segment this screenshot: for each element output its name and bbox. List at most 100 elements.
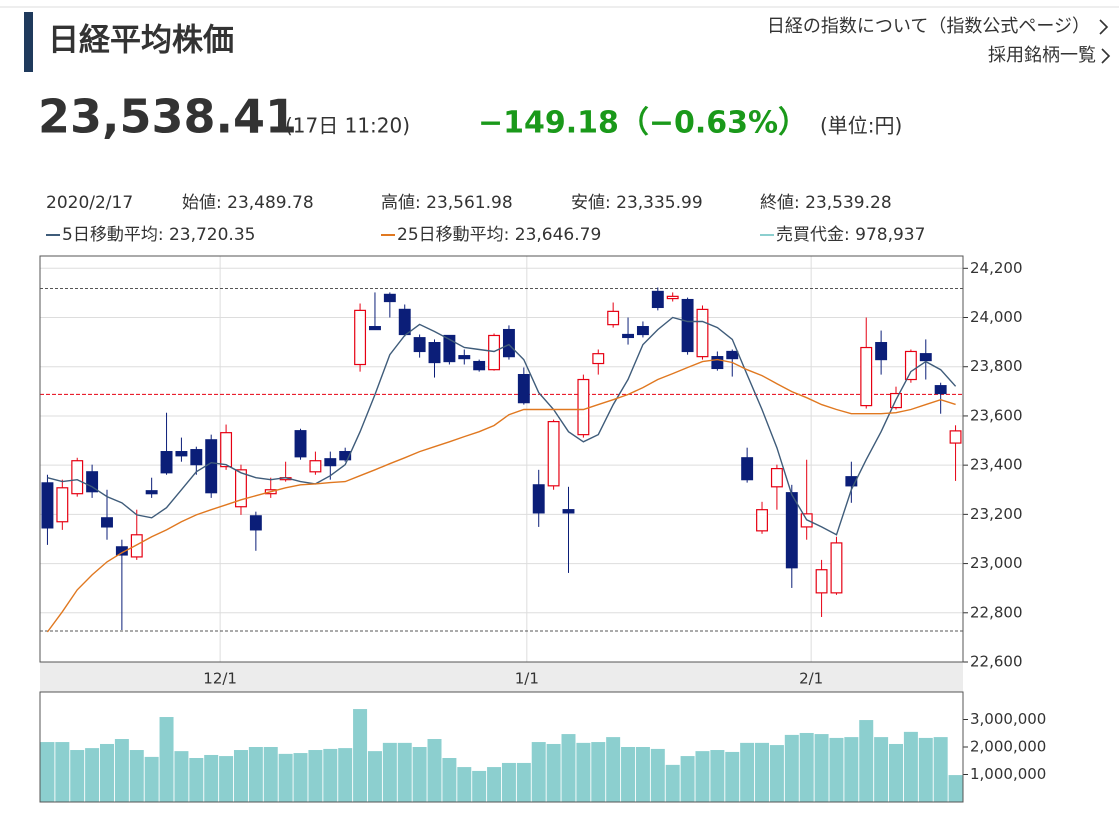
volume-bar <box>219 756 234 802</box>
candle-body <box>904 350 917 381</box>
candle-body <box>324 458 337 467</box>
x-tick-label: 12/1 <box>203 670 237 688</box>
candle-body <box>56 487 69 523</box>
volume-bar <box>606 737 621 802</box>
candle-body <box>919 353 932 362</box>
y-tick-label: 23,400 <box>970 456 1023 474</box>
price-change: −149.18（−0.63%） <box>478 106 808 141</box>
candle-body <box>294 430 307 458</box>
candle-body <box>577 378 590 436</box>
volume-bar <box>665 764 680 802</box>
volume-bar <box>189 758 204 802</box>
x-tick-label: 2/1 <box>799 670 823 688</box>
x-tick-label: 1/1 <box>515 670 539 688</box>
candle-body <box>443 334 456 363</box>
volume-bar <box>457 767 472 802</box>
y-tick-label: 3,000,000 <box>970 710 1046 728</box>
y-tick-label: 2,000,000 <box>970 738 1046 756</box>
volume-bar <box>204 754 219 802</box>
candle-body <box>309 460 322 473</box>
y-tick-label: 23,000 <box>970 554 1023 572</box>
candle-body <box>458 355 471 360</box>
candle-body <box>934 385 947 395</box>
page-title: 日経平均株価 <box>48 23 234 59</box>
volume-bar <box>531 742 546 802</box>
volume-bar <box>412 747 427 802</box>
volume-bar <box>799 732 814 802</box>
candle-body <box>354 309 367 366</box>
volume-bar <box>740 742 755 802</box>
y-tick-label: 23,600 <box>970 406 1023 424</box>
candle-body <box>770 467 783 488</box>
volume-bar <box>829 737 844 802</box>
volume-bar <box>248 747 263 802</box>
info-date: 2020/2/17 <box>46 193 133 213</box>
candle-body <box>726 350 739 360</box>
volume-bar <box>487 767 502 802</box>
panel-frame <box>39 255 964 663</box>
volume-bar <box>621 747 636 802</box>
candle-body <box>622 333 634 339</box>
volume-bar <box>889 743 904 802</box>
candle-body <box>547 420 560 487</box>
volume-bar <box>159 717 174 802</box>
chevron <box>1101 48 1111 64</box>
y-tick-label: 22,800 <box>970 603 1023 621</box>
candle-body <box>681 298 694 353</box>
y-tick-label: 23,800 <box>970 357 1023 375</box>
volume-bar <box>591 742 606 802</box>
volume-bar <box>308 750 323 802</box>
volume-bar <box>40 742 55 802</box>
candle-body <box>71 460 84 495</box>
link[interactable]: 日経の指数について（指数公式ページ） <box>767 16 1090 37</box>
y-tick-label: 23,200 <box>970 505 1023 523</box>
candle-body <box>666 295 679 300</box>
candle-body <box>815 569 828 594</box>
volume-bar <box>755 742 770 802</box>
y-tick-label: 22,600 <box>970 653 1023 671</box>
candle-body <box>711 356 724 370</box>
info-high: 高値: 23,561.98 <box>381 193 513 213</box>
candle-body <box>101 517 113 528</box>
y-tick-label: 24,200 <box>970 259 1023 277</box>
candle-body <box>607 310 620 326</box>
candle-body <box>86 471 99 493</box>
candle-body <box>398 308 411 336</box>
candle-body <box>130 534 143 558</box>
candle-body <box>249 515 262 531</box>
candle-body <box>369 326 381 331</box>
volume-bar <box>561 734 576 802</box>
candle-body <box>190 449 203 466</box>
candle-body <box>636 326 649 336</box>
volume-bar <box>948 775 963 802</box>
volume-bar <box>144 756 159 802</box>
volume-bar <box>55 742 70 802</box>
volume-bar <box>442 758 457 802</box>
candle-body <box>413 337 426 353</box>
legend-ma25: 25日移動平均: 23,646.79 <box>397 225 601 245</box>
volume-bar <box>859 720 874 802</box>
candle-body <box>175 451 188 457</box>
info-open: 始値: 23,489.78 <box>182 193 314 213</box>
candle-body <box>651 290 664 309</box>
volume-bar <box>367 751 382 802</box>
candle-body <box>517 374 530 404</box>
volume-bar <box>576 742 591 802</box>
candle-body <box>592 353 605 365</box>
price: 23,538.41 <box>38 90 297 144</box>
panel-frame <box>39 691 964 803</box>
volume-bar <box>70 750 85 802</box>
volume-bar <box>129 750 144 802</box>
info-low: 安値: 23,335.99 <box>571 193 703 213</box>
link[interactable]: 採用銘柄一覧 <box>988 45 1096 66</box>
candle-body <box>115 546 128 556</box>
candle-body <box>488 334 501 371</box>
volume-bar <box>680 756 695 802</box>
volume-bar <box>397 742 412 802</box>
unit: (単位:円) <box>820 114 902 138</box>
volume-bar <box>903 731 918 802</box>
volume-bar <box>427 739 442 802</box>
legend-ma5: 5日移動平均: 23,720.35 <box>62 225 255 245</box>
volume-bar <box>546 743 561 802</box>
candle-body <box>220 432 233 468</box>
